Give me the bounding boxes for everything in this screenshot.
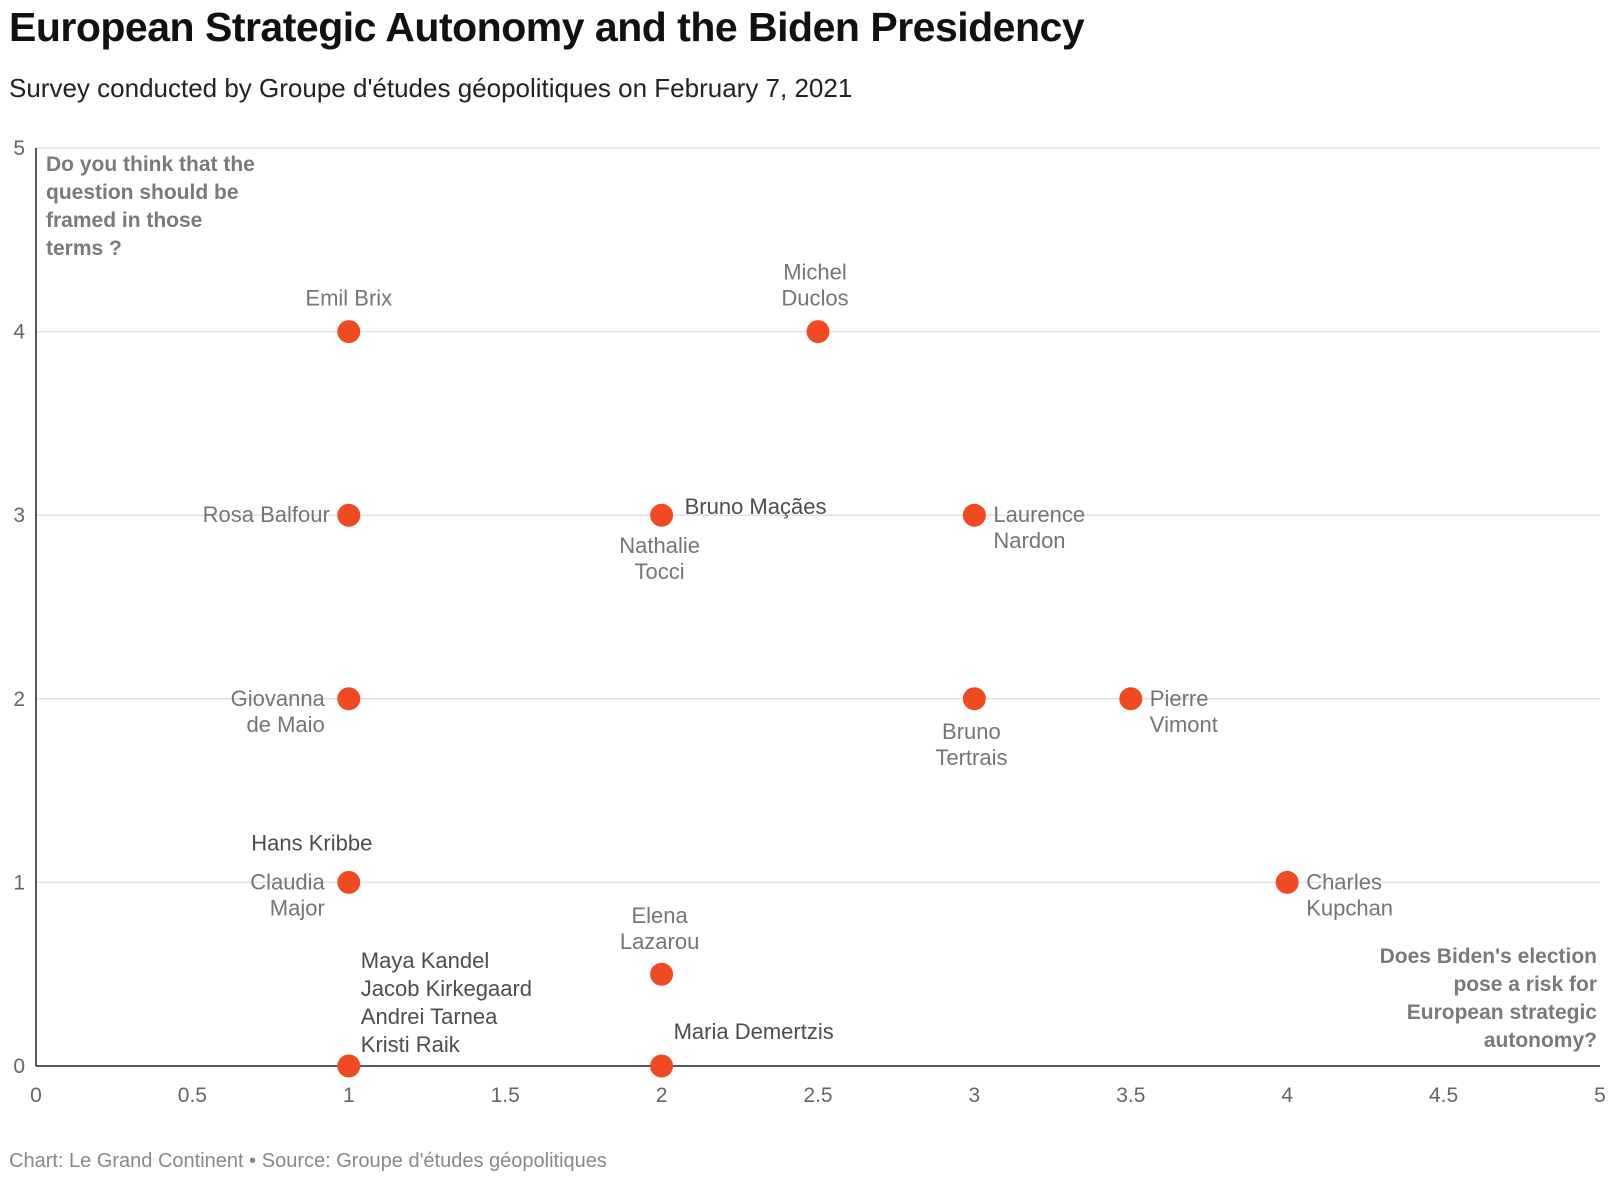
point-label: Hans Kribbe [251,830,372,855]
data-point [650,962,674,986]
point-label: Maria Demertzis [674,1019,834,1044]
data-point [1119,687,1143,711]
x-tick-label: 4.5 [1429,1084,1458,1107]
y-tick-label: 5 [13,137,25,160]
data-point [962,687,986,711]
data-point [337,870,361,894]
data-point [962,503,986,527]
x-tick-label: 3 [969,1084,981,1107]
point-label: Elena [631,903,688,928]
point-label: Nathalie [619,533,700,558]
data-point [806,320,830,344]
tick-labels: 0 1 2 3 4 5 0 0.5 1 1.5 2 2.5 3 3.5 4 4.5 5 [13,137,1606,1107]
axis-questions: Do you think that the question should be f… [46,153,1597,1052]
point-label: Charles [1306,869,1382,894]
x-tick-label: 1 [343,1084,355,1107]
x-tick-label: 5 [1594,1084,1606,1107]
y-tick-label: 1 [13,871,25,894]
x-tick-label: 2 [656,1084,668,1107]
data-point [337,687,361,711]
point-label: Maya Kandel [361,948,489,973]
x-tick-label: 0 [30,1084,42,1107]
x-tick-label: 3.5 [1116,1084,1145,1107]
point-label: Bruno Maçães [685,494,827,519]
axes [35,148,1600,1067]
point-label: Vimont [1150,712,1218,737]
chart-title: European Strategic Autonomy and the Bide… [9,4,1085,50]
point-label: Tertrais [935,745,1007,770]
point-label: Claudia [250,869,325,894]
x-tick-label: 0.5 [178,1084,207,1107]
x-axis-question: autonomy? [1484,1029,1597,1052]
x-tick-label: 4 [1281,1084,1293,1107]
gridlines [36,147,1600,884]
point-label: Andrei Tarnea [361,1004,498,1029]
point-label: Nardon [993,528,1065,553]
chart-subtitle: Survey conducted by Groupe d'études géop… [9,73,853,103]
point-label: Rosa Balfour [203,502,330,527]
point-label: de Maio [247,712,325,737]
point-label: Major [270,895,325,920]
chart-footer: Chart: Le Grand Continent • Source: Grou… [9,1150,607,1173]
point-label: Giovanna [231,686,326,711]
point-label: Bruno [942,719,1001,744]
y-tick-label: 0 [13,1055,25,1078]
data-points [337,320,1299,1078]
point-label: Emil Brix [305,286,392,311]
x-tick-label: 2.5 [803,1084,832,1107]
point-label: Michel [783,260,847,285]
y-axis-question: Do you think that the [46,153,255,176]
point-label: Kristi Raik [361,1032,461,1057]
x-axis-question: European strategic [1407,1001,1598,1024]
footer-separator: • [249,1150,257,1172]
point-label: Kupchan [1306,895,1393,920]
y-axis-question: question should be [46,181,239,204]
data-point [650,503,674,527]
point-label: Lazarou [620,929,700,954]
y-axis-question: framed in those [46,209,202,232]
y-tick-label: 4 [13,321,25,344]
data-point [337,503,361,527]
x-tick-label: 1.5 [491,1084,520,1107]
data-point [337,1054,361,1078]
data-point [337,320,361,344]
point-label: Tocci [635,559,685,584]
point-label: Duclos [781,286,848,311]
x-axis-question: pose a risk for [1453,973,1597,996]
point-label: Jacob Kirkegaard [361,976,532,1001]
footer-credit: Chart: Le Grand Continent [9,1150,244,1172]
y-tick-label: 2 [13,688,25,711]
data-point [650,1054,674,1078]
point-label: Pierre [1150,686,1209,711]
x-axis-question: Does Biden's election [1380,945,1597,968]
y-axis-question: terms ? [46,237,122,260]
y-tick-label: 3 [13,504,25,527]
point-label: Laurence [993,502,1085,527]
data-point [1275,870,1299,894]
footer-source: Source: Groupe d'études géopolitiques [261,1150,607,1172]
